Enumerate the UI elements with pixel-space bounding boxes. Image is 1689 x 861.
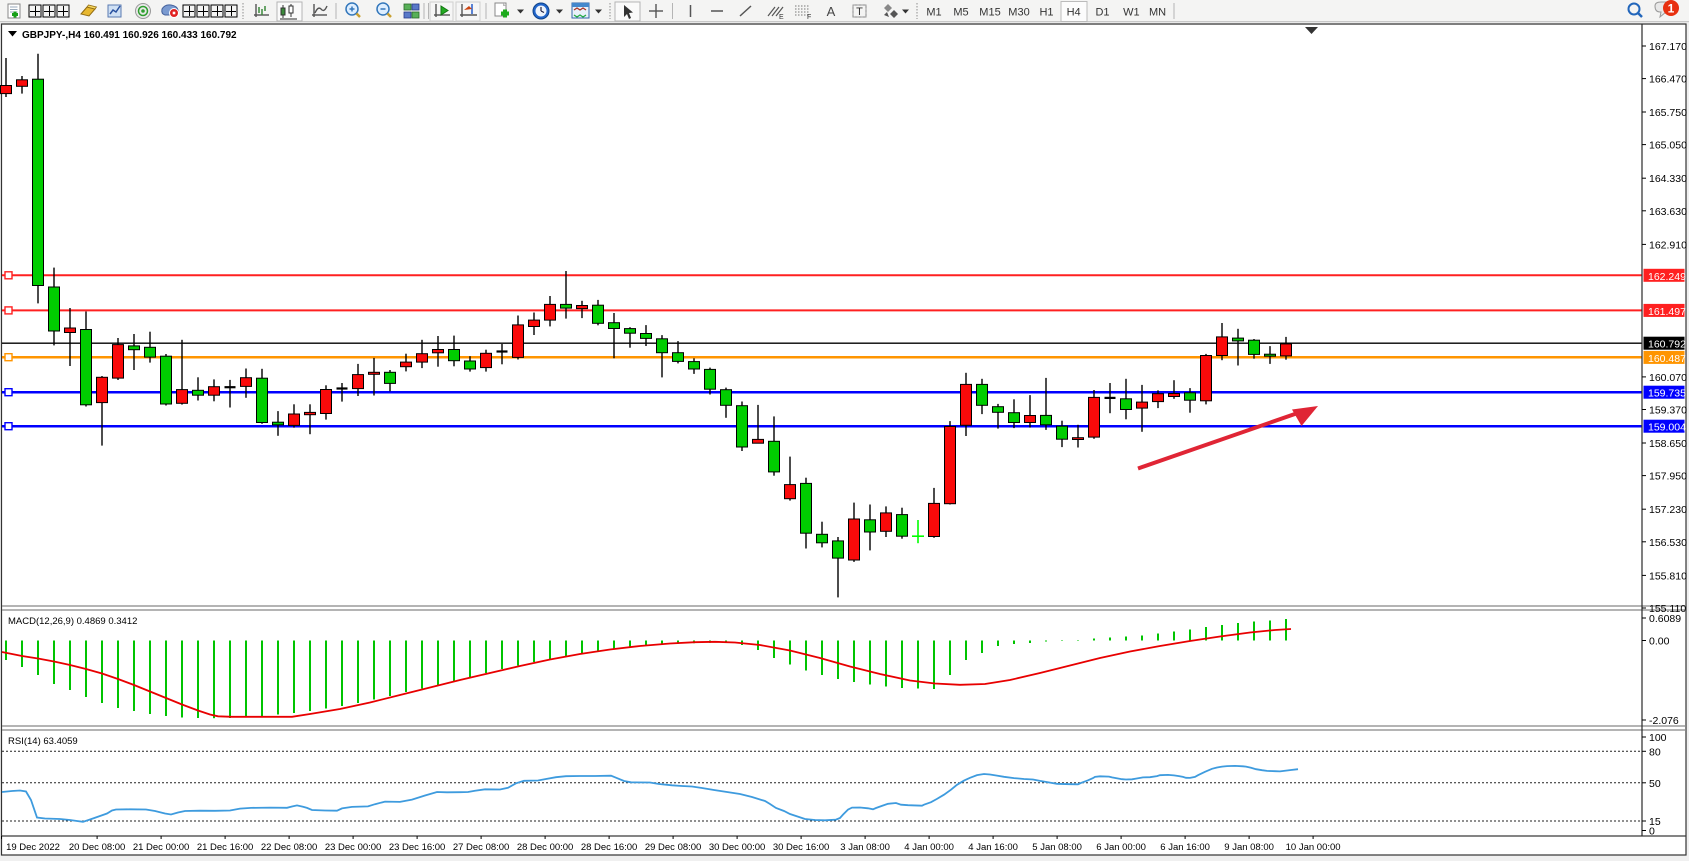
svg-text:W1: W1 bbox=[1123, 7, 1140, 19]
svg-text:30 Dec 16:00: 30 Dec 16:00 bbox=[773, 842, 830, 853]
svg-text:5 Jan 08:00: 5 Jan 08:00 bbox=[1032, 842, 1082, 853]
svg-text:E: E bbox=[779, 14, 784, 21]
svg-text:159.735: 159.735 bbox=[1648, 388, 1686, 400]
svg-text:50: 50 bbox=[1649, 778, 1661, 790]
svg-text:160.070: 160.070 bbox=[1649, 372, 1687, 384]
svg-text:MACD(12,26,9) 0.4869 0.3412: MACD(12,26,9) 0.4869 0.3412 bbox=[8, 616, 137, 627]
svg-text:28 Dec 00:00: 28 Dec 00:00 bbox=[517, 842, 574, 853]
svg-text:160.792: 160.792 bbox=[1648, 339, 1686, 351]
svg-text:29 Dec 08:00: 29 Dec 08:00 bbox=[645, 842, 702, 853]
svg-text:D1: D1 bbox=[1095, 7, 1109, 19]
svg-text:9 Jan 08:00: 9 Jan 08:00 bbox=[1224, 842, 1274, 853]
svg-text:A: A bbox=[827, 4, 836, 19]
svg-text:0: 0 bbox=[1649, 826, 1655, 838]
svg-text:158.650: 158.650 bbox=[1649, 438, 1687, 450]
svg-text:0.00: 0.00 bbox=[1649, 636, 1670, 648]
svg-text:162.249: 162.249 bbox=[1648, 271, 1686, 283]
svg-text:GBPJPY-,H4 160.491 160.926 16: GBPJPY-,H4 160.491 160.926 160.433 160.7… bbox=[22, 30, 237, 41]
svg-text:166.470: 166.470 bbox=[1649, 74, 1687, 86]
svg-text:F: F bbox=[807, 14, 811, 21]
svg-text:165.750: 165.750 bbox=[1649, 107, 1687, 119]
svg-text:M30: M30 bbox=[1008, 7, 1029, 19]
svg-text:157.230: 157.230 bbox=[1649, 504, 1687, 516]
svg-text:157.950: 157.950 bbox=[1649, 471, 1687, 483]
svg-text:30 Dec 00:00: 30 Dec 00:00 bbox=[709, 842, 766, 853]
svg-text:167.170: 167.170 bbox=[1649, 41, 1687, 53]
svg-text:164.330: 164.330 bbox=[1649, 173, 1687, 185]
svg-text:MN: MN bbox=[1149, 7, 1166, 19]
svg-text:RSI(14) 63.4059: RSI(14) 63.4059 bbox=[8, 736, 78, 747]
svg-text:22 Dec 08:00: 22 Dec 08:00 bbox=[261, 842, 318, 853]
svg-text:159.370: 159.370 bbox=[1649, 405, 1687, 417]
svg-text:163.630: 163.630 bbox=[1649, 206, 1687, 218]
svg-text:10 Jan 00:00: 10 Jan 00:00 bbox=[1286, 842, 1341, 853]
svg-text:165.050: 165.050 bbox=[1649, 140, 1687, 152]
svg-text:3 Jan 08:00: 3 Jan 08:00 bbox=[840, 842, 890, 853]
svg-text:23 Dec 16:00: 23 Dec 16:00 bbox=[389, 842, 446, 853]
svg-text:4 Jan 00:00: 4 Jan 00:00 bbox=[904, 842, 954, 853]
svg-text:19 Dec 2022: 19 Dec 2022 bbox=[6, 842, 60, 853]
svg-text:23 Dec 00:00: 23 Dec 00:00 bbox=[325, 842, 382, 853]
svg-text:156.530: 156.530 bbox=[1649, 537, 1687, 549]
svg-text:0.6089: 0.6089 bbox=[1649, 613, 1681, 625]
svg-text:1: 1 bbox=[1668, 2, 1675, 16]
svg-text:M15: M15 bbox=[979, 7, 1000, 19]
svg-text:20 Dec 08:00: 20 Dec 08:00 bbox=[69, 842, 126, 853]
svg-text:100: 100 bbox=[1649, 732, 1667, 744]
svg-text:6 Jan 16:00: 6 Jan 16:00 bbox=[1160, 842, 1210, 853]
svg-text:28 Dec 16:00: 28 Dec 16:00 bbox=[581, 842, 638, 853]
svg-text:160.487: 160.487 bbox=[1648, 353, 1686, 365]
svg-text:H1: H1 bbox=[1039, 7, 1053, 19]
svg-text:21 Dec 00:00: 21 Dec 00:00 bbox=[133, 842, 190, 853]
svg-text:T: T bbox=[856, 6, 863, 18]
svg-text:155.810: 155.810 bbox=[1649, 570, 1687, 582]
svg-text:162.910: 162.910 bbox=[1649, 239, 1687, 251]
svg-text:6 Jan 00:00: 6 Jan 00:00 bbox=[1096, 842, 1146, 853]
svg-text:15: 15 bbox=[1649, 816, 1661, 828]
svg-text:H4: H4 bbox=[1067, 7, 1081, 19]
svg-text:161.497: 161.497 bbox=[1648, 306, 1686, 318]
svg-text:M5: M5 bbox=[953, 7, 968, 19]
svg-text:21 Dec 16:00: 21 Dec 16:00 bbox=[197, 842, 254, 853]
svg-text:-2.076: -2.076 bbox=[1649, 715, 1679, 727]
svg-text:80: 80 bbox=[1649, 746, 1661, 758]
svg-text:4 Jan 16:00: 4 Jan 16:00 bbox=[968, 842, 1018, 853]
svg-text:27 Dec 08:00: 27 Dec 08:00 bbox=[453, 842, 510, 853]
svg-text:155.110: 155.110 bbox=[1649, 603, 1686, 615]
svg-text:M1: M1 bbox=[926, 7, 941, 19]
svg-text:159.004: 159.004 bbox=[1648, 422, 1686, 434]
